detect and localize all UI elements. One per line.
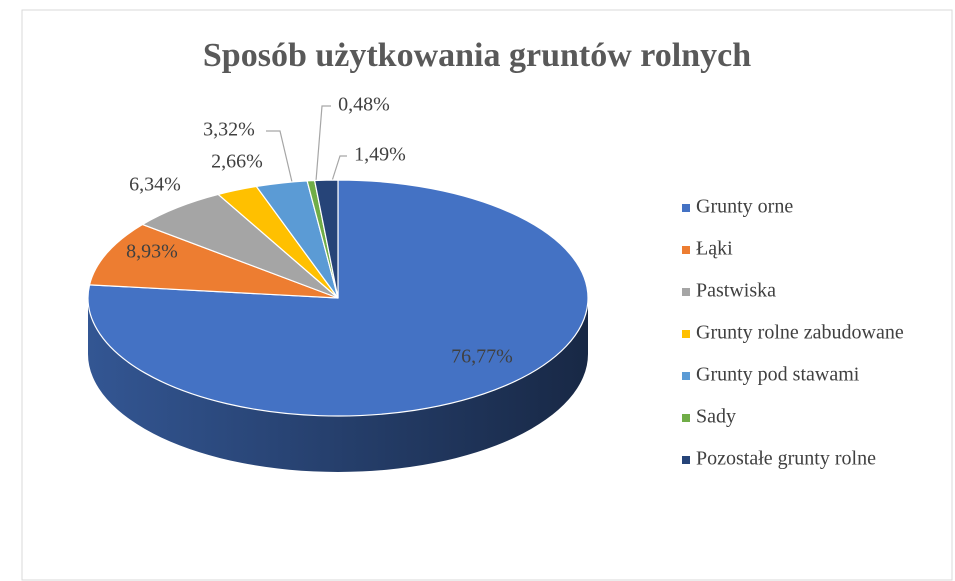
legend-marker (682, 372, 690, 380)
legend-label: Pozostałe grunty rolne (696, 448, 876, 470)
legend-marker (682, 330, 690, 338)
data-label: 2,66% (211, 151, 263, 173)
legend-label: Grunty rolne zabudowane (696, 322, 904, 344)
slice-side (88, 298, 588, 472)
legend-label: Grunty orne (696, 196, 793, 218)
data-label: 76,77% (451, 346, 513, 368)
slice (88, 223, 339, 299)
leader-line (315, 105, 331, 182)
chart-title: Sposób użytkowania gruntów rolnych (203, 37, 751, 74)
legend-marker (682, 246, 690, 254)
leader-line (266, 130, 293, 183)
legend-label: Łąki (696, 238, 733, 260)
legend-marker (682, 456, 690, 464)
legend-marker (682, 414, 690, 422)
data-label: 0,48% (338, 94, 390, 116)
leader-lines (266, 105, 347, 183)
legend-label: Sady (696, 406, 736, 428)
legend-marker (682, 288, 690, 296)
legend-label: Pastwiska (696, 280, 776, 302)
legend-label: Grunty pod stawami (696, 364, 860, 386)
data-label: 3,32% (203, 119, 255, 141)
data-label: 8,93% (126, 241, 178, 263)
data-label: 1,49% (354, 144, 406, 166)
leader-line (331, 155, 347, 182)
legend-marker (682, 204, 690, 212)
data-label: 6,34% (129, 174, 181, 196)
slice (313, 179, 339, 299)
